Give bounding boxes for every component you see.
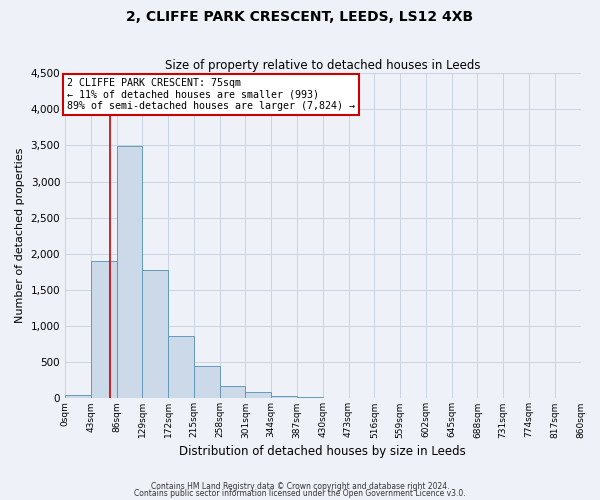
Bar — [168, 336, 194, 398]
Bar — [116, 146, 142, 399]
X-axis label: Distribution of detached houses by size in Leeds: Distribution of detached houses by size … — [179, 444, 466, 458]
Bar — [91, 261, 116, 398]
Y-axis label: Number of detached properties: Number of detached properties — [15, 148, 25, 324]
Bar — [271, 396, 297, 398]
Text: 2, CLIFFE PARK CRESCENT, LEEDS, LS12 4XB: 2, CLIFFE PARK CRESCENT, LEEDS, LS12 4XB — [127, 10, 473, 24]
Bar — [194, 366, 220, 398]
Bar — [220, 386, 245, 398]
Bar — [65, 395, 91, 398]
Text: 2 CLIFFE PARK CRESCENT: 75sqm
← 11% of detached houses are smaller (993)
89% of : 2 CLIFFE PARK CRESCENT: 75sqm ← 11% of d… — [67, 78, 355, 112]
Text: Contains public sector information licensed under the Open Government Licence v3: Contains public sector information licen… — [134, 489, 466, 498]
Bar — [245, 392, 271, 398]
Bar — [142, 270, 168, 398]
Text: Contains HM Land Registry data © Crown copyright and database right 2024.: Contains HM Land Registry data © Crown c… — [151, 482, 449, 491]
Title: Size of property relative to detached houses in Leeds: Size of property relative to detached ho… — [165, 59, 481, 72]
